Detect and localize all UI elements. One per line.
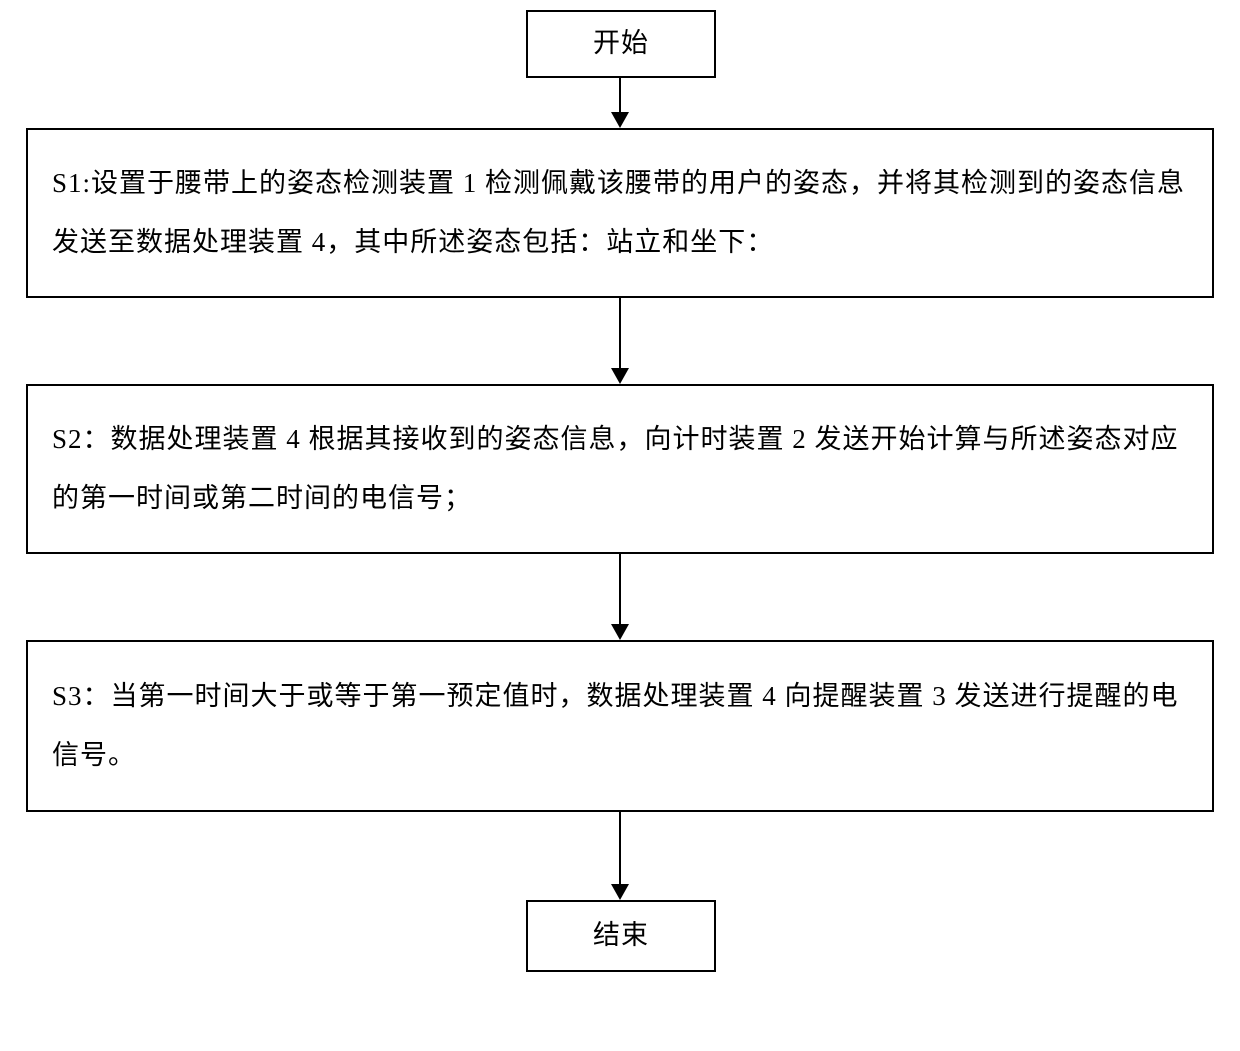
flowchart-canvas: 开始 S1:设置于腰带上的姿态检测装置 1 检测佩戴该腰带的用户的姿态，并将其检… (0, 0, 1240, 1051)
flowchart-edges (0, 0, 1240, 1051)
